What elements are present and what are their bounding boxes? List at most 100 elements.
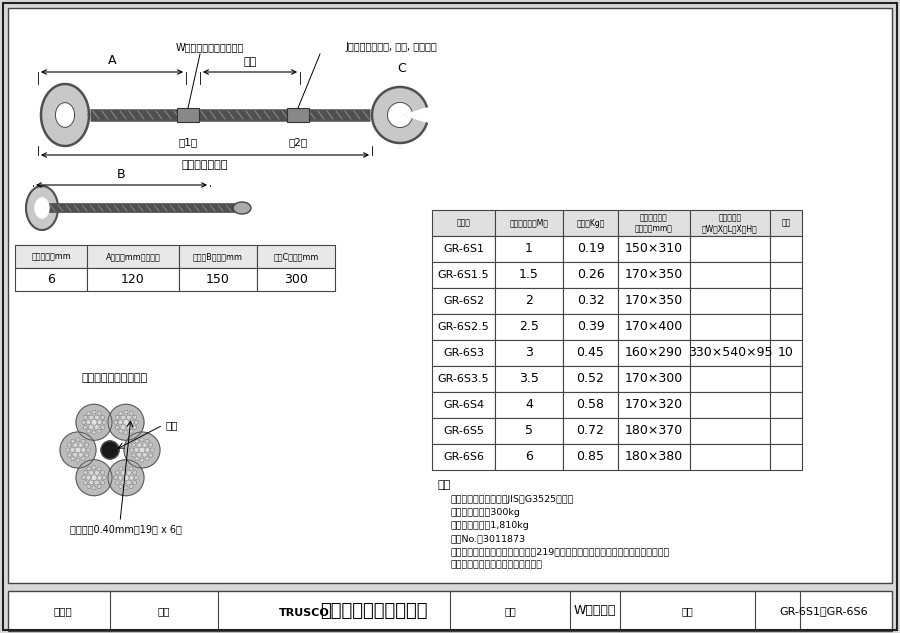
Bar — [770, 392, 802, 418]
Text: GR-6S5: GR-6S5 — [443, 426, 484, 436]
Circle shape — [81, 448, 86, 453]
Text: （1）: （1） — [178, 137, 198, 147]
Bar — [432, 288, 495, 314]
Bar — [618, 418, 690, 444]
Bar — [495, 288, 563, 314]
Text: 芯径: 芯径 — [165, 420, 177, 430]
Bar — [179, 245, 257, 268]
Circle shape — [121, 470, 126, 475]
Polygon shape — [26, 186, 58, 230]
Bar — [432, 210, 495, 236]
Circle shape — [97, 475, 102, 480]
Text: 自重（Kg）: 自重（Kg） — [576, 218, 605, 227]
Circle shape — [86, 448, 90, 452]
Circle shape — [83, 480, 87, 485]
Text: GR-6S2: GR-6S2 — [443, 296, 484, 306]
Bar — [770, 288, 802, 314]
Circle shape — [86, 420, 91, 425]
Circle shape — [132, 480, 137, 485]
Circle shape — [135, 457, 139, 461]
Circle shape — [94, 415, 99, 420]
Polygon shape — [56, 103, 75, 127]
Circle shape — [92, 486, 96, 490]
Circle shape — [86, 475, 91, 480]
Text: 3.5: 3.5 — [519, 372, 539, 385]
Circle shape — [78, 453, 83, 457]
Ellipse shape — [233, 202, 251, 214]
Text: 折り径Bの長さmm: 折り径Bの長さmm — [193, 252, 243, 261]
Text: 0.72: 0.72 — [577, 425, 605, 437]
Bar — [432, 444, 495, 470]
Circle shape — [78, 442, 83, 448]
Circle shape — [129, 467, 133, 471]
Bar — [563, 392, 618, 418]
Bar — [495, 210, 563, 236]
Circle shape — [142, 442, 148, 448]
Circle shape — [81, 457, 86, 461]
Text: 300: 300 — [284, 273, 308, 286]
Text: GR-6S3: GR-6S3 — [443, 348, 484, 358]
Circle shape — [86, 467, 91, 471]
Circle shape — [97, 467, 101, 471]
Bar — [618, 444, 690, 470]
Bar — [563, 418, 618, 444]
Circle shape — [123, 475, 129, 480]
Text: GR-6S4: GR-6S4 — [443, 400, 484, 410]
Text: 1: 1 — [525, 242, 533, 256]
Text: 170×350: 170×350 — [625, 268, 683, 282]
Bar — [432, 340, 495, 366]
Bar — [563, 288, 618, 314]
Circle shape — [81, 439, 86, 443]
Text: 3: 3 — [525, 346, 533, 360]
Text: 150×310: 150×310 — [625, 242, 683, 256]
Text: 0.52: 0.52 — [577, 372, 605, 385]
Circle shape — [66, 448, 70, 452]
Bar — [432, 418, 495, 444]
Text: C: C — [398, 62, 407, 75]
Circle shape — [126, 415, 131, 420]
Bar — [690, 210, 770, 236]
Bar — [257, 268, 335, 291]
Circle shape — [73, 442, 77, 448]
Bar — [87, 245, 179, 268]
Bar — [618, 262, 690, 288]
Circle shape — [68, 453, 71, 457]
Circle shape — [73, 453, 77, 457]
Circle shape — [71, 457, 75, 461]
Circle shape — [115, 415, 120, 419]
Circle shape — [142, 453, 148, 457]
Text: 0.26: 0.26 — [577, 268, 605, 282]
Text: 10: 10 — [778, 346, 794, 360]
Circle shape — [134, 420, 139, 424]
Circle shape — [94, 480, 99, 485]
Circle shape — [89, 425, 94, 430]
Circle shape — [102, 475, 106, 480]
Circle shape — [89, 470, 94, 475]
Bar — [690, 262, 770, 288]
Circle shape — [132, 470, 137, 475]
Bar — [563, 444, 618, 470]
Bar — [563, 314, 618, 340]
Circle shape — [124, 410, 128, 414]
Polygon shape — [41, 84, 89, 146]
Circle shape — [131, 443, 135, 447]
Circle shape — [101, 425, 105, 429]
Circle shape — [118, 420, 123, 425]
Bar — [690, 314, 770, 340]
Text: 検図: 検図 — [158, 606, 170, 616]
Circle shape — [148, 453, 153, 457]
Text: 仕上り寸法（M）: 仕上り寸法（M） — [509, 218, 548, 227]
Circle shape — [140, 438, 144, 442]
Circle shape — [91, 475, 97, 480]
Text: 使用ワイヤーロープ：JIS　G3525規格品: 使用ワイヤーロープ：JIS G3525規格品 — [451, 495, 574, 504]
Text: 6: 6 — [47, 273, 55, 286]
Bar — [563, 340, 618, 366]
Circle shape — [86, 484, 91, 489]
Bar — [432, 262, 495, 288]
Bar — [770, 444, 802, 470]
Circle shape — [92, 410, 96, 414]
Text: 170×320: 170×320 — [625, 399, 683, 411]
Circle shape — [119, 429, 123, 433]
Circle shape — [140, 458, 144, 462]
Text: GR-6S1: GR-6S1 — [443, 244, 484, 254]
